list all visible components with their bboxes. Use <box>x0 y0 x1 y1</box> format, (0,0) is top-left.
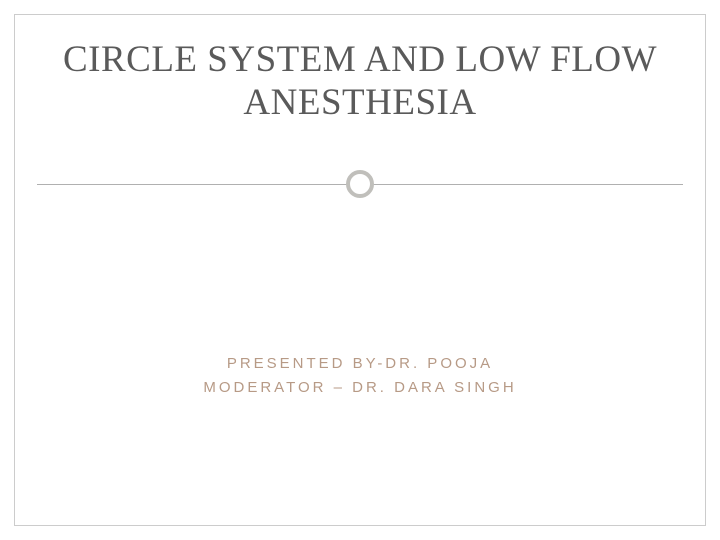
slide-title: CIRCLE SYSTEM AND LOW FLOW ANESTHESIA <box>15 15 705 124</box>
presented-by-line: PRESENTED BY-DR. POOJA <box>15 352 705 376</box>
slide-container: CIRCLE SYSTEM AND LOW FLOW ANESTHESIA PR… <box>0 0 720 540</box>
divider <box>15 170 705 200</box>
subtitle-block: PRESENTED BY-DR. POOJA MODERATOR – DR. D… <box>15 352 705 400</box>
slide-frame: CIRCLE SYSTEM AND LOW FLOW ANESTHESIA PR… <box>14 14 706 526</box>
divider-circle-icon <box>346 170 374 198</box>
moderator-line: MODERATOR – DR. DARA SINGH <box>15 376 705 400</box>
